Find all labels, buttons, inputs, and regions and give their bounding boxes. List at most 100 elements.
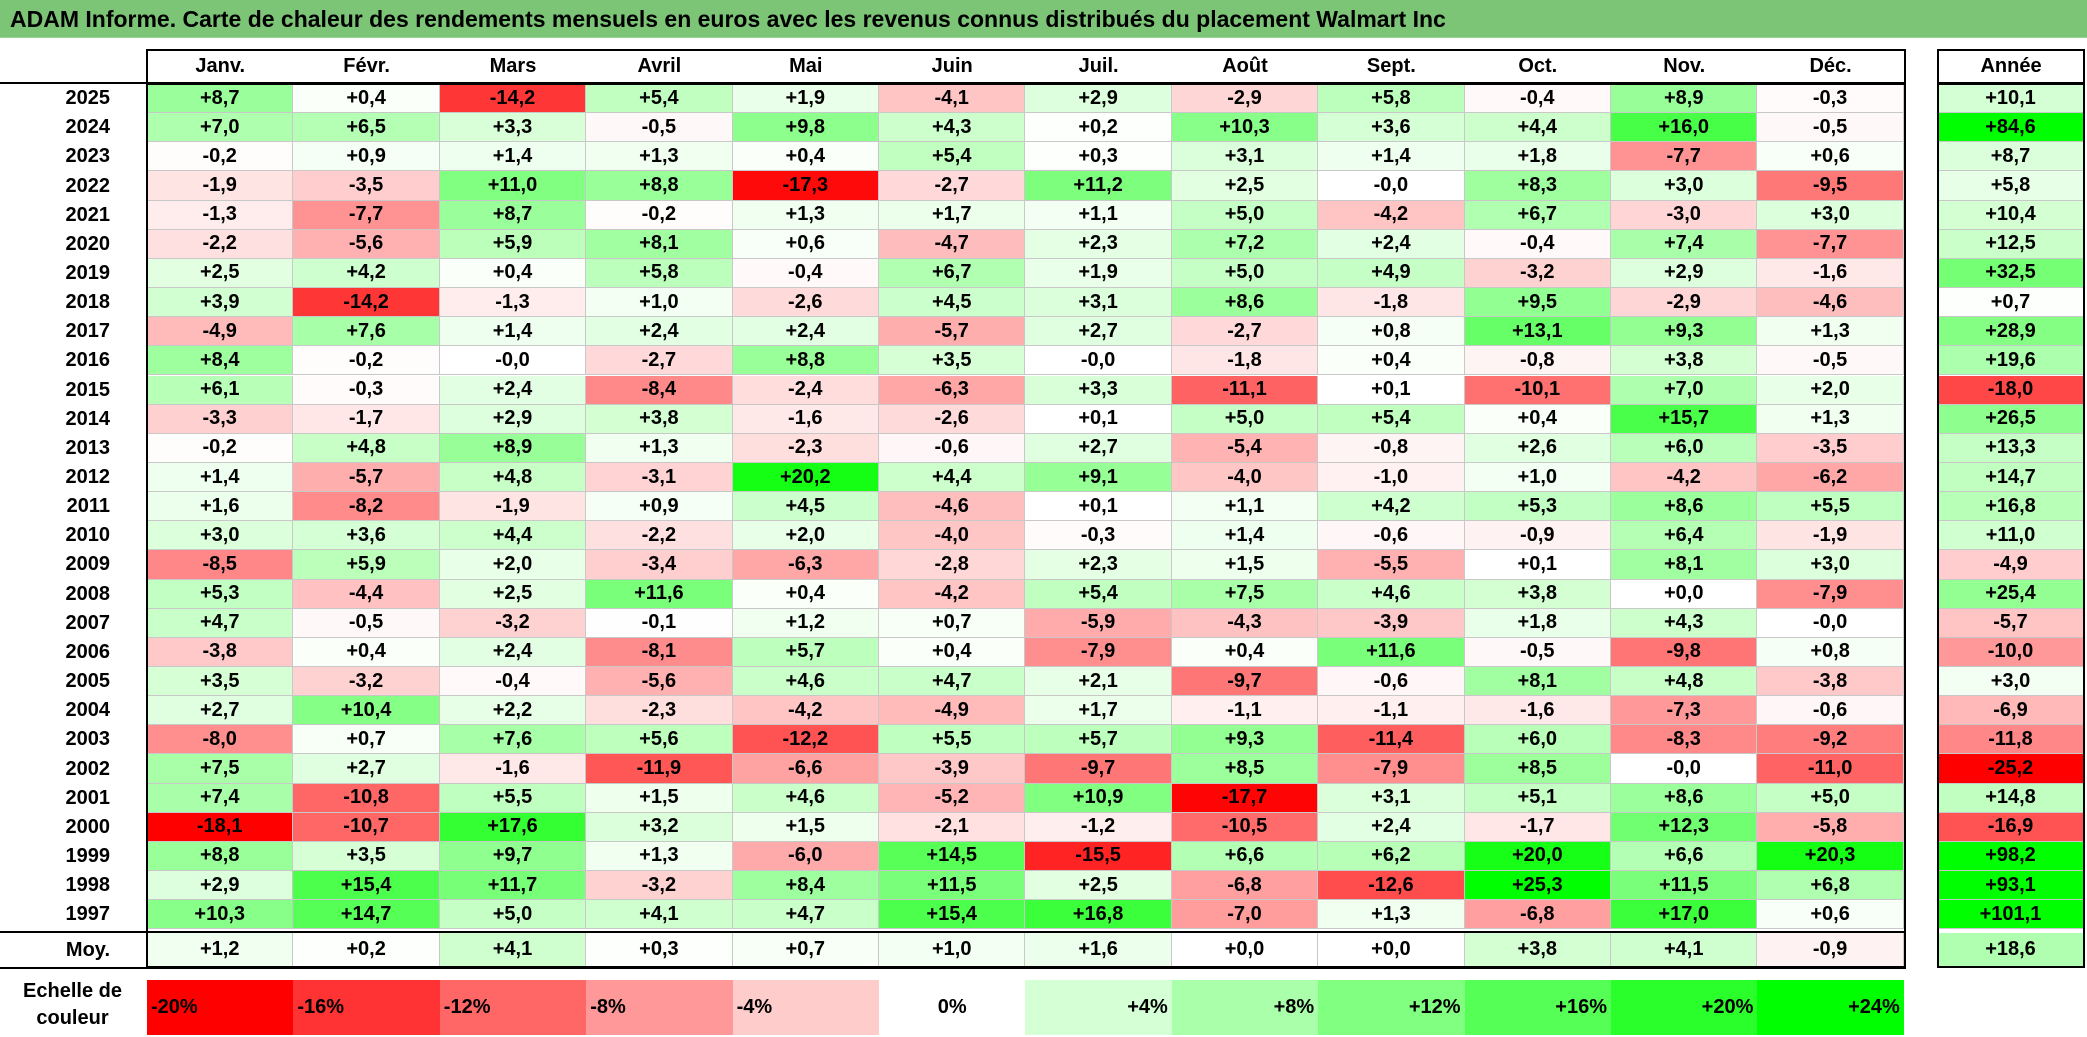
average-cell: +0,3 — [586, 933, 733, 967]
heatmap-cell: +1,3 — [732, 200, 879, 230]
heatmap-cell: -7,7 — [1757, 229, 1904, 259]
heatmap-cell: +3,1 — [1025, 288, 1172, 318]
heatmap-cell: +1,3 — [1757, 404, 1904, 434]
heatmap-cell: +2,7 — [293, 754, 440, 784]
heatmap-cell: -2,9 — [1611, 288, 1758, 318]
heatmap-cell: +5,3 — [147, 579, 294, 609]
heatmap-cell: +6,6 — [1611, 841, 1758, 872]
heatmap-cell: +9,3 — [1611, 317, 1758, 347]
heatmap-cell: -1,9 — [1757, 521, 1904, 551]
heatmap-cell: -1,6 — [1757, 258, 1904, 289]
heatmap-cell: -5,4 — [1171, 433, 1319, 463]
heatmap-cell: +1,3 — [586, 841, 733, 872]
heatmap-cell: +1,8 — [1464, 608, 1611, 638]
heatmap-cell: -1,2 — [1025, 812, 1172, 842]
heatmap-cell: +17,6 — [439, 812, 587, 842]
heatmap-cell: +3,1 — [1171, 142, 1319, 172]
heatmap-cell: -3,3 — [147, 404, 294, 434]
heatmap-cell: -0,2 — [586, 200, 733, 230]
heatmap-cell: -6,8 — [1464, 900, 1611, 930]
column-header: Juil. — [1078, 55, 1119, 77]
column-header: Mars — [489, 55, 537, 77]
heatmap-cell: +1,3 — [1757, 317, 1904, 347]
annual-cell: +3,0 — [1938, 667, 2084, 697]
heatmap-cell: -9,7 — [1025, 754, 1172, 784]
heatmap-cell: -7,9 — [1757, 579, 1904, 609]
heatmap-cell: +1,5 — [586, 783, 733, 813]
heatmap-cell: -9,8 — [1611, 637, 1758, 667]
heatmap-cell: -1,6 — [732, 404, 879, 434]
heatmap-cell: -9,2 — [1757, 725, 1904, 755]
heatmap-cell: +9,5 — [1464, 288, 1611, 318]
heatmap-cell: +0,4 — [732, 579, 879, 609]
heatmap-cell: +8,4 — [147, 346, 294, 376]
heatmap-cell: -0,5 — [1464, 637, 1611, 667]
annual-cell: +0,7 — [1938, 288, 2084, 318]
heatmap-cell: +8,7 — [147, 84, 294, 114]
heatmap-cell: -0,5 — [1757, 113, 1904, 143]
heatmap-cell: -2,6 — [732, 288, 879, 318]
heatmap-cell: -8,0 — [147, 725, 294, 755]
row-year-label: 2005 — [65, 670, 111, 693]
heatmap-cell: +3,3 — [1025, 375, 1172, 405]
color-scale-step: +24% — [1757, 980, 1904, 1035]
heatmap-cell: -0,9 — [1464, 521, 1611, 551]
heatmap-cell: +4,4 — [1464, 113, 1611, 143]
heatmap-cell: -3,4 — [586, 550, 733, 580]
heatmap-cell: +17,0 — [1611, 900, 1758, 930]
heatmap-cell: +5,3 — [1464, 492, 1611, 522]
heatmap-cell: +3,3 — [439, 113, 587, 143]
row-year-label: 2011 — [66, 495, 110, 518]
heatmap-cell: +4,5 — [879, 288, 1026, 318]
heatmap-cell: +20,3 — [1757, 841, 1904, 872]
row-year-label: 2009 — [65, 553, 111, 576]
annual-cell: +5,8 — [1938, 171, 2084, 201]
heatmap-cell: -0,0 — [1318, 171, 1465, 201]
heatmap-cell: +3,9 — [147, 288, 294, 318]
heatmap-cell: +0,1 — [1025, 404, 1172, 434]
heatmap-cell: -4,1 — [879, 84, 1026, 114]
heatmap-cell: +1,4 — [1318, 142, 1465, 172]
heatmap-cell: +8,9 — [1611, 84, 1758, 114]
heatmap-cell: -3,9 — [879, 754, 1026, 784]
heatmap-cell: +5,4 — [1318, 404, 1465, 434]
heatmap-cell: +5,4 — [1025, 579, 1172, 609]
heatmap-cell: +0,4 — [1318, 346, 1465, 376]
heatmap-cell: -7,9 — [1025, 637, 1172, 667]
row-year-label: 2008 — [65, 582, 111, 605]
heatmap-cell: -17,7 — [1171, 783, 1319, 813]
heatmap-cell: -9,7 — [1171, 667, 1319, 697]
annual-cell: +16,8 — [1938, 492, 2084, 522]
heatmap-cell: +2,9 — [439, 404, 587, 434]
heatmap-cell: +8,1 — [1464, 667, 1611, 697]
column-header: Mai — [789, 55, 823, 77]
heatmap-cell: -0,2 — [147, 433, 294, 463]
heatmap-cell: -4,0 — [1171, 462, 1319, 493]
average-separator-line — [0, 931, 1906, 933]
average-annual-cell: +18,6 — [1938, 933, 2084, 967]
heatmap-cell: +8,9 — [439, 433, 587, 463]
annual-cell: +13,3 — [1938, 433, 2084, 463]
heatmap-cell: -9,5 — [1757, 171, 1904, 201]
heatmap-cell: +5,5 — [879, 725, 1026, 755]
heatmap-cell: -2,6 — [879, 404, 1026, 434]
heatmap-cell: -3,0 — [1611, 200, 1758, 230]
heatmap-cell: -0,6 — [879, 433, 1026, 463]
heatmap-cell: +1,6 — [147, 492, 294, 522]
heatmap-cell: +2,9 — [147, 871, 294, 901]
heatmap-cell: +11,5 — [879, 871, 1026, 901]
heatmap-cell: +2,5 — [439, 579, 587, 609]
heatmap-cell: +7,4 — [1611, 229, 1758, 259]
row-year-label: 2017 — [65, 320, 111, 343]
heatmap-cell: +0,0 — [1611, 579, 1758, 609]
heatmap-cell: +2,4 — [1318, 229, 1465, 259]
heatmap-cell: +2,7 — [147, 696, 294, 726]
heatmap-cell: -0,5 — [586, 113, 733, 143]
heatmap-cell: +8,8 — [732, 346, 879, 376]
annual-cell: +10,4 — [1938, 200, 2084, 230]
annual-cell: +101,1 — [1938, 900, 2084, 930]
heatmap-cell: -4,6 — [879, 492, 1026, 522]
annual-cell: +14,7 — [1938, 462, 2084, 493]
heatmap-cell: +15,4 — [293, 871, 440, 901]
heatmap-cell: -7,7 — [293, 200, 440, 230]
